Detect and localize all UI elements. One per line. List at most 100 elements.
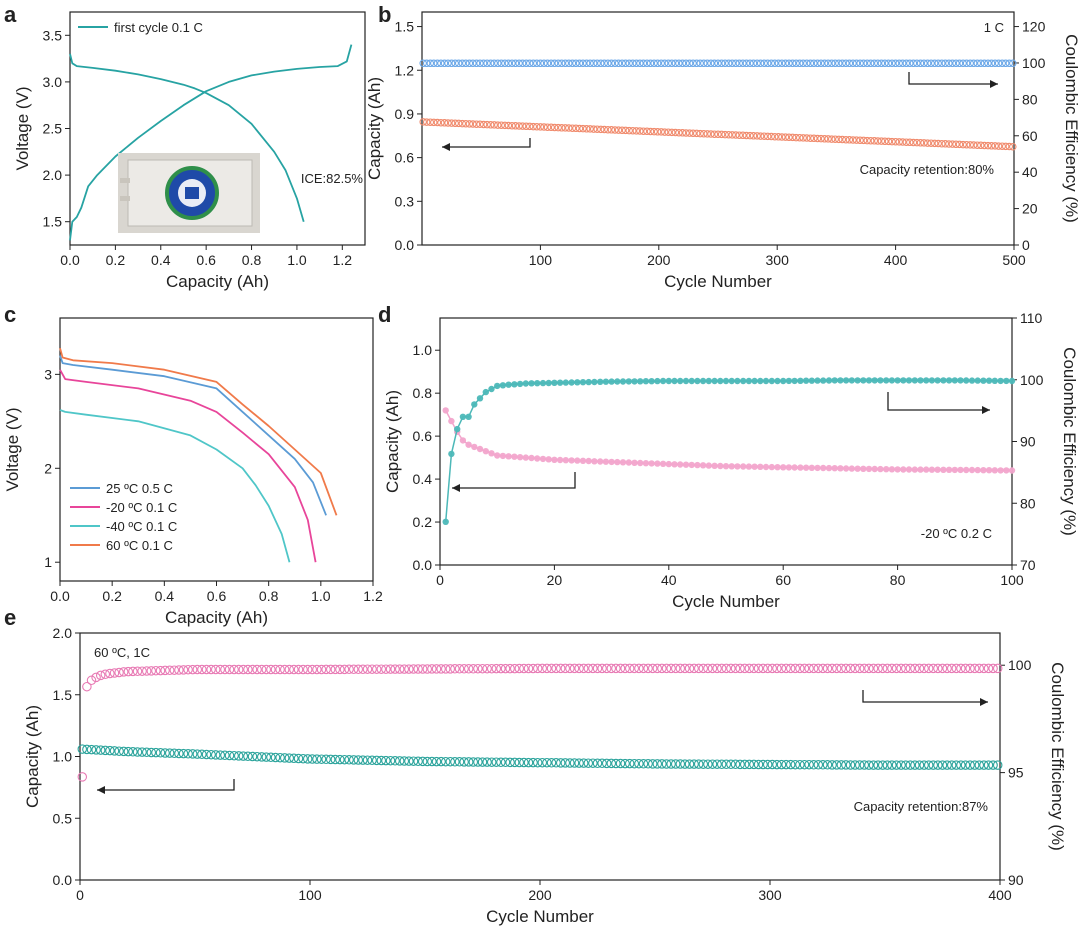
data-point	[444, 119, 452, 127]
data-point	[799, 759, 810, 770]
data-point	[462, 119, 470, 128]
data-point	[427, 664, 437, 674]
data-point	[625, 59, 633, 68]
data-point	[965, 760, 975, 770]
data-point	[910, 760, 920, 770]
data-point	[561, 59, 570, 68]
x-tick-label: 0.8	[242, 252, 262, 268]
data-point	[137, 666, 147, 676]
data-point	[946, 663, 957, 674]
data-point	[957, 377, 964, 384]
data-point	[813, 663, 824, 674]
data-point	[450, 757, 460, 767]
data-point	[703, 759, 713, 769]
y-tick-label: 0.0	[53, 872, 73, 888]
data-point	[483, 120, 491, 129]
data-point	[433, 118, 442, 127]
data-point	[735, 759, 745, 770]
data-point	[900, 377, 907, 384]
data-point	[643, 663, 653, 674]
data-point	[717, 130, 726, 139]
data-point	[293, 753, 304, 764]
data-point	[178, 665, 189, 675]
data-point	[187, 664, 198, 675]
data-point	[874, 137, 882, 145]
series-b-capacity	[419, 118, 1017, 151]
data-point	[698, 759, 709, 769]
data-point	[894, 466, 901, 473]
data-point	[515, 59, 523, 68]
data-point	[710, 130, 719, 138]
data-point	[519, 663, 529, 674]
data-point	[791, 464, 798, 471]
data-point	[859, 760, 870, 770]
data-point	[992, 663, 1003, 674]
y-tick-label: 0.0	[413, 557, 433, 573]
data-point	[224, 664, 235, 675]
data-point	[654, 377, 661, 385]
data-point	[646, 127, 655, 136]
data-point	[762, 663, 773, 674]
data-point	[556, 456, 564, 464]
data-point	[689, 759, 699, 769]
data-point	[802, 464, 810, 471]
data-point	[574, 457, 581, 464]
data-point	[582, 59, 591, 68]
data-point	[877, 663, 888, 674]
legend-label: -40 ºC 0.1 C	[106, 519, 177, 534]
condition-label: 60 ºC, 1C	[94, 645, 150, 660]
data-point	[419, 59, 427, 68]
data-point	[776, 759, 787, 770]
data-point	[600, 125, 609, 134]
data-point	[532, 663, 543, 674]
data-point	[742, 59, 751, 68]
data-point	[430, 59, 438, 68]
data-point	[677, 377, 684, 385]
data-point	[735, 663, 745, 674]
data-point	[381, 755, 391, 766]
y2-tick-label: 0	[1022, 237, 1030, 253]
x-tick-label: 0.8	[259, 588, 279, 604]
data-point	[788, 133, 797, 142]
data-point	[966, 141, 974, 149]
data-point	[522, 380, 529, 387]
data-point	[525, 122, 534, 131]
data-point	[778, 133, 786, 141]
data-point	[118, 667, 129, 677]
data-point	[583, 663, 594, 674]
panel-letter-d: d	[378, 302, 391, 327]
data-point	[422, 59, 431, 68]
data-point	[842, 465, 850, 472]
data-point	[638, 663, 649, 674]
data-point	[448, 417, 455, 425]
data-point	[247, 664, 258, 675]
data-point	[911, 466, 918, 473]
data-point	[896, 663, 906, 674]
data-point	[473, 663, 483, 674]
y-tick-label: 1.5	[395, 19, 415, 35]
data-point	[476, 59, 484, 68]
data-point	[477, 663, 488, 674]
data-point	[675, 59, 683, 68]
data-point	[574, 758, 584, 768]
data-point	[568, 124, 577, 132]
data-point	[569, 758, 580, 768]
data-point	[491, 757, 502, 767]
data-point	[459, 413, 467, 420]
data-point	[945, 59, 953, 68]
data-point	[994, 59, 1003, 68]
data-point	[511, 122, 520, 130]
data-point	[578, 758, 589, 768]
data-point	[499, 452, 507, 460]
data-point	[938, 59, 946, 68]
data-point	[952, 59, 960, 68]
y-axis-title: Capacity (Ah)	[365, 77, 384, 180]
data-point	[151, 665, 161, 676]
data-point	[1008, 377, 1016, 385]
data-point	[865, 465, 873, 473]
data-point	[621, 59, 630, 68]
data-point	[991, 467, 998, 474]
data-point	[888, 466, 896, 473]
data-point	[841, 663, 851, 674]
data-point	[884, 59, 893, 68]
